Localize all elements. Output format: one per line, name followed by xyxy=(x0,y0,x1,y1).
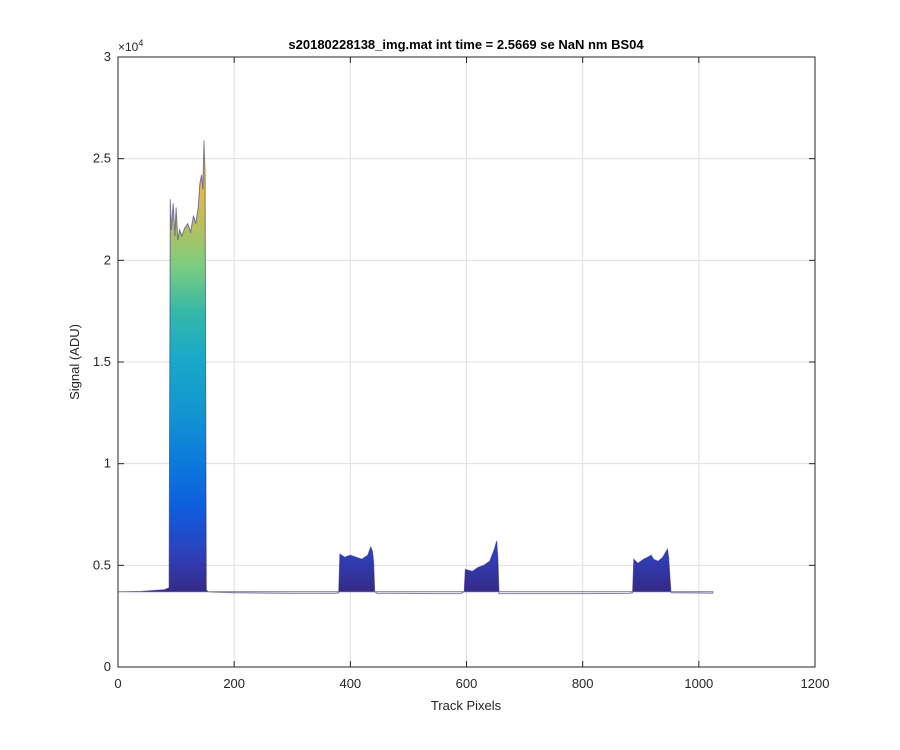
y-exponent-power: 4 xyxy=(138,38,143,48)
y-tick-label: 1 xyxy=(104,456,111,471)
x-tick-label: 0 xyxy=(114,676,121,691)
x-tick-label: 600 xyxy=(456,676,478,691)
chart-title: s20180228138_img.mat int time = 2.5669 s… xyxy=(288,37,644,52)
y-tick-label: 0.5 xyxy=(93,557,111,572)
y-tick-label: 0 xyxy=(104,659,111,674)
x-tick-label: 800 xyxy=(572,676,594,691)
y-tick-label: 3 xyxy=(104,49,111,64)
axis-ticks: 0 200 400 600 800 1000 1200 0 0.5 1 1.5 2 2.5 3 xyxy=(93,49,830,691)
x-tick-label: 1200 xyxy=(801,676,830,691)
y-tick-label: 1.5 xyxy=(93,354,111,369)
x-axis-label: Track Pixels xyxy=(431,698,502,713)
y-tick-label: 2 xyxy=(104,252,111,267)
signal-trace-line xyxy=(118,140,714,595)
y-exponent-label: ×104 xyxy=(118,38,143,54)
x-tick-label: 200 xyxy=(223,676,245,691)
y-exponent-base: ×10 xyxy=(118,40,139,54)
y-tick-label: 2.5 xyxy=(93,151,111,166)
grid-lines xyxy=(118,57,815,667)
x-tick-label: 1000 xyxy=(684,676,713,691)
y-axis-label: Signal (ADU) xyxy=(67,324,82,400)
x-tick-label: 400 xyxy=(339,676,361,691)
